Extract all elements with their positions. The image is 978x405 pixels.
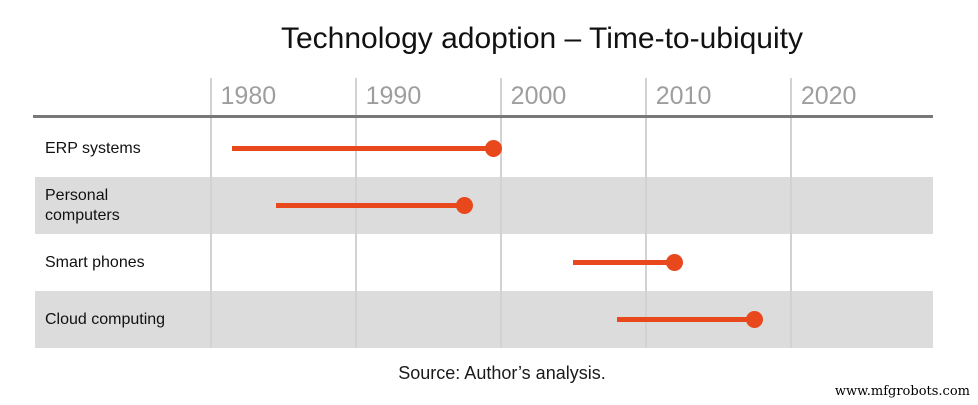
axis-tick-label: 1990	[365, 82, 422, 110]
adoption-period-line	[573, 260, 675, 265]
axis-tick-label: 2010	[655, 82, 712, 110]
axis-tick-label: 2020	[800, 82, 857, 110]
row-band	[35, 291, 933, 348]
ubiquity-dot	[746, 311, 764, 328]
gridline	[354, 78, 357, 348]
row-band	[35, 234, 933, 291]
adoption-period-line	[616, 317, 755, 322]
gridline	[644, 78, 647, 348]
axis-line	[33, 115, 933, 118]
source-note: Source: Author’s analysis.	[398, 363, 606, 383]
ubiquity-dot	[455, 197, 473, 214]
axis-tick-label: 2000	[510, 82, 567, 110]
category-label: ERP systems	[45, 139, 141, 157]
ubiquity-dot	[666, 254, 684, 271]
adoption-period-line	[275, 203, 465, 208]
gridline	[499, 78, 502, 348]
category-label: Cloud computing	[45, 310, 166, 328]
category-label: Smart phones	[45, 253, 145, 271]
row-band	[35, 177, 933, 234]
gridline	[209, 78, 212, 348]
gridline	[789, 78, 792, 348]
axis-tick-label: 1980	[220, 82, 277, 110]
adoption-period-line	[232, 146, 494, 151]
ubiquity-dot	[484, 140, 502, 157]
watermark: www.mfgrobots.com	[834, 384, 970, 399]
category-label: Personal computers	[45, 186, 120, 224]
chart-title: Technology adoption – Time-to-ubiquity	[281, 22, 803, 55]
